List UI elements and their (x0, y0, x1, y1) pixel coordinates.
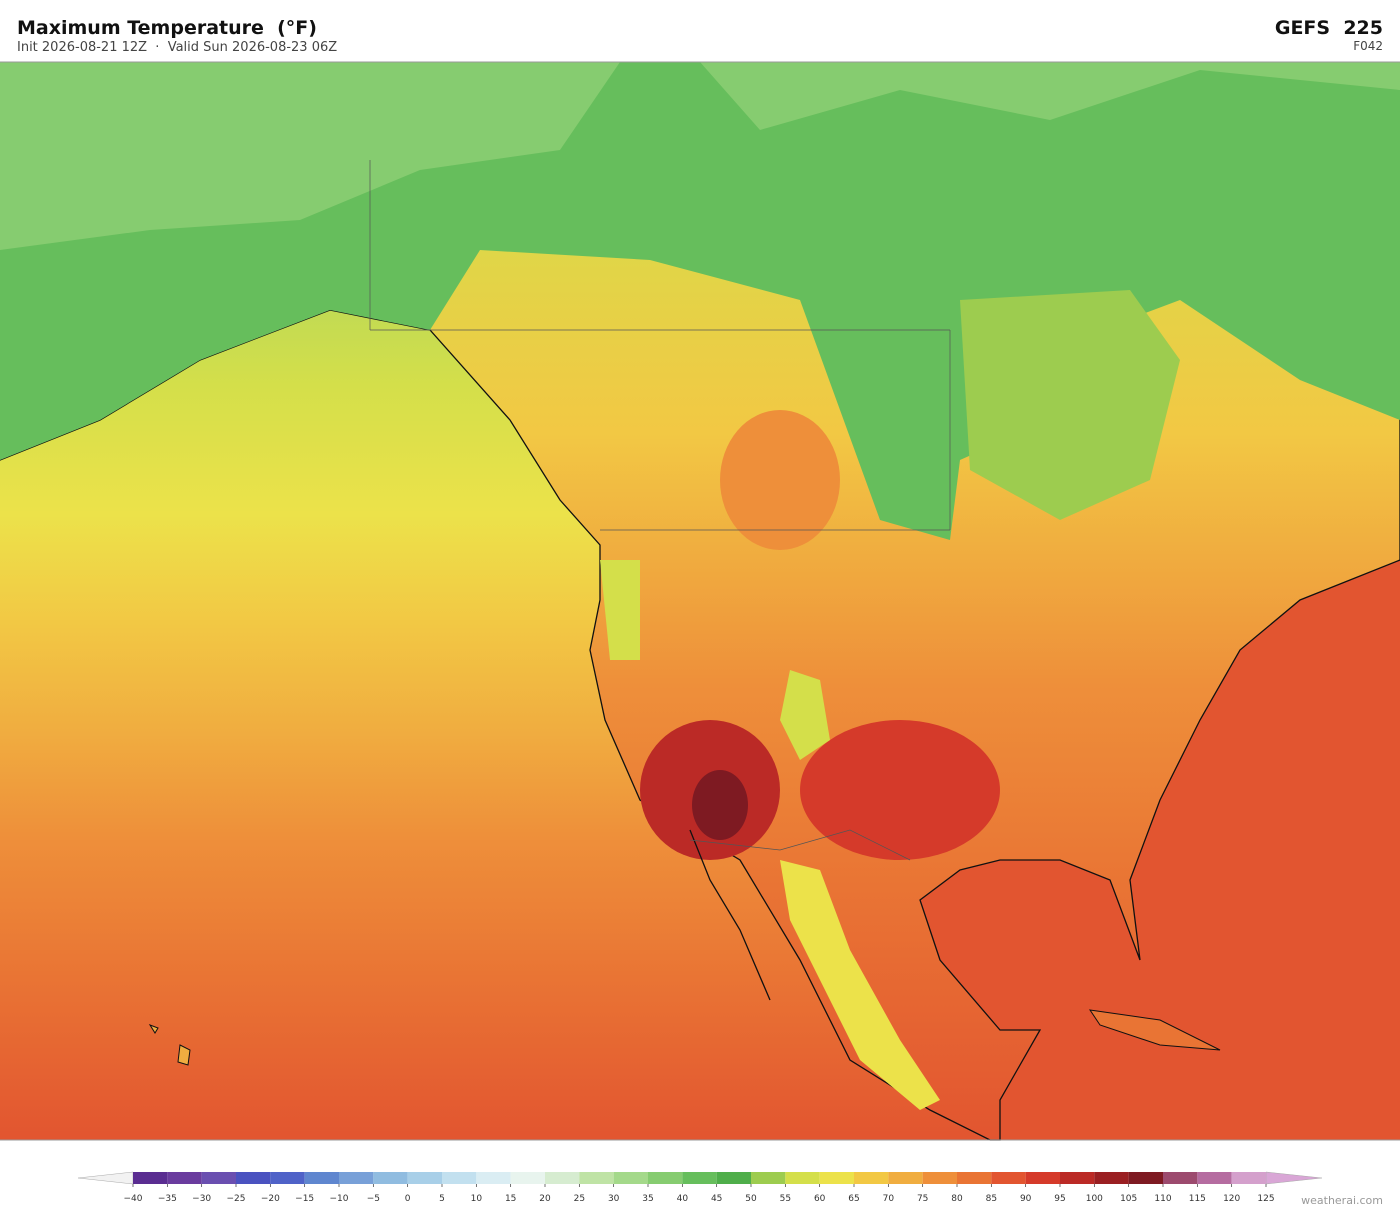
colorbar-bin (819, 1172, 854, 1184)
colorbar-tick-label: 0 (405, 1194, 411, 1204)
colorbar-bin (201, 1172, 236, 1184)
colorbar-bin (751, 1172, 786, 1184)
colorbar-bin (304, 1172, 339, 1184)
colorbar-tick-label: −20 (261, 1194, 280, 1204)
colorbar-tick-label: 20 (539, 1194, 551, 1204)
colorbar-bin (407, 1172, 442, 1184)
colorbar-under (77, 1171, 134, 1185)
colorbar-tick-label: 25 (574, 1194, 585, 1204)
hawaii (148, 1024, 191, 1066)
colorbar-bin (888, 1172, 923, 1184)
colorbar-bin (785, 1172, 820, 1184)
colorbar-bin (442, 1172, 477, 1184)
colorbar-tick-label: 110 (1154, 1194, 1171, 1204)
colorbar-tick-label: 90 (1020, 1194, 1032, 1204)
cuba (1088, 1009, 1221, 1051)
south-ocean (920, 560, 1400, 1140)
colorbar-bin (613, 1172, 648, 1184)
colorbar-over (1265, 1171, 1323, 1185)
map-title: Maximum Temperature (°F) (17, 17, 317, 39)
colorbar-bin (579, 1172, 614, 1184)
colorbar-bin (648, 1172, 683, 1184)
rockies-cool (600, 560, 830, 760)
colorbar-tick-label: 70 (883, 1194, 895, 1204)
colorbar-bin (373, 1172, 408, 1184)
colorbar-tick-label: 50 (745, 1194, 757, 1204)
colorbar-tick-label: 100 (1086, 1194, 1103, 1204)
colorbar-tick-label: 75 (917, 1194, 928, 1204)
colorbar-tick-label: 105 (1120, 1194, 1137, 1204)
colorbar-bin (1128, 1172, 1163, 1184)
colorbar-tick-label: 15 (505, 1194, 516, 1204)
colorbar-bin (854, 1172, 889, 1184)
colorbar-tick-label: 115 (1189, 1194, 1206, 1204)
colorbar-tick-label: −10 (330, 1194, 349, 1204)
colorbar-tick-label: −40 (124, 1194, 143, 1204)
colorbar-bin (339, 1172, 374, 1184)
watermark: weatherai.com (1301, 1194, 1383, 1207)
model-name: GEFS 225 (1275, 17, 1383, 39)
mexico-highlands (780, 860, 940, 1110)
colorbar-bin (716, 1172, 751, 1184)
colorbar-bin (167, 1172, 202, 1184)
colorbar-bin (1094, 1172, 1129, 1184)
arctic-mild-zone (0, 62, 1400, 250)
colorbar-tick-label: −15 (295, 1194, 314, 1204)
baja-coast (689, 829, 771, 1001)
colorbar-bin (236, 1172, 271, 1184)
colorbar-tick-label: 55 (780, 1194, 791, 1204)
hudson-bay-zone (960, 290, 1180, 520)
colorbar-tick-label: −25 (227, 1194, 246, 1204)
hot-zone (692, 770, 748, 840)
colorbar-bin (1025, 1172, 1060, 1184)
colorbar-bin (476, 1172, 511, 1184)
hot-zone (800, 720, 1000, 860)
hot-zone (720, 410, 840, 550)
colorbar-bin (957, 1172, 992, 1184)
colorbar-tick-label: −5 (367, 1194, 380, 1204)
colorbar-bin (1163, 1172, 1198, 1184)
colorbar-bin (991, 1172, 1026, 1184)
colorbar-tick-label: 65 (848, 1194, 859, 1204)
colorbar-tick-label: −30 (192, 1194, 211, 1204)
map (0, 62, 1400, 1141)
colorbar-bin (682, 1172, 717, 1184)
colorbar-tick-label: 45 (711, 1194, 722, 1204)
colorbar-tick-label: −35 (158, 1194, 177, 1204)
colorbar-bin (545, 1172, 580, 1184)
colorbar-tick-label: 60 (814, 1194, 826, 1204)
colorbar-tick-label: 40 (677, 1194, 689, 1204)
colorbar-tick-label: 85 (986, 1194, 997, 1204)
colorbar-bin (133, 1172, 168, 1184)
colorbar-tick-label: 10 (471, 1194, 483, 1204)
colorbar-bin (922, 1172, 957, 1184)
colorbar-tick-label: 95 (1054, 1194, 1065, 1204)
colorbar-tick-label: 30 (608, 1194, 620, 1204)
border-lines (369, 160, 951, 861)
colorbar-bin (1231, 1172, 1266, 1184)
colorbar-tick-label: 5 (439, 1194, 445, 1204)
forecast-hour: F042 (1353, 39, 1383, 53)
colorbar-tick-label: 80 (951, 1194, 963, 1204)
colorbar-bin (1197, 1172, 1232, 1184)
colorbar-bin (270, 1172, 305, 1184)
colorbar-tick-label: 125 (1257, 1194, 1274, 1204)
colorbar-tick-label: 35 (642, 1194, 653, 1204)
colorbar-tick-label: 120 (1223, 1194, 1240, 1204)
colorbar-bin (1060, 1172, 1095, 1184)
colorbar-bin (510, 1172, 545, 1184)
colorbar: −40 −35 −30 −25 −20 −15 −10 −5 0 5 10 15 20 25 30 35 40 4… (77, 1171, 1323, 1204)
map-subtitle: Init 2026-08-21 12Z · Valid Sun 2026-08-… (17, 40, 337, 55)
